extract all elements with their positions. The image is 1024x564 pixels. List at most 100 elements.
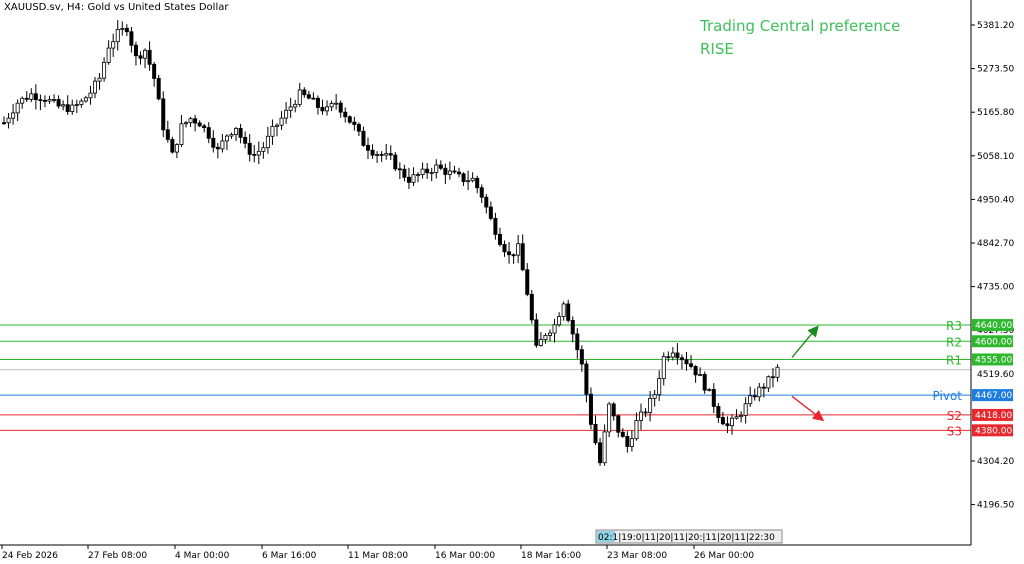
candle-body [743,403,748,416]
level-tag-bg-s3 [972,424,1013,437]
candle-body [361,130,366,146]
candle-body [502,244,507,253]
time-tick-label: 16 Mar 00:00 [435,551,495,561]
candle-body [256,150,261,156]
candle-body [111,41,116,49]
candle-body [766,376,771,389]
candle-body [730,417,735,427]
candle-body [534,319,539,346]
time-tick-label: 4 Mar 00:00 [175,551,230,561]
candle-body [707,389,712,391]
candle-body [79,100,84,105]
candle-body [356,124,361,132]
candle-body [20,97,25,104]
candle-body [88,92,93,99]
candle-body [657,378,662,396]
time-tick-label: 6 Mar 16:00 [262,551,317,561]
candle-body [252,153,257,156]
candle-body [202,125,207,129]
candle-body [406,176,411,183]
crosshair-time-highlight [597,531,615,542]
candle-body [402,168,407,178]
candle-body [165,129,170,140]
level-name-pivot: Pivot [933,389,963,403]
candle-body [725,423,730,427]
time-tick-label: 24 Feb 2026 [2,551,58,561]
candle-body [206,127,211,139]
candle-body [420,168,425,175]
candle-body [511,254,516,257]
candle-body [775,366,780,378]
candle-body [311,97,316,100]
level-name-r3: R3 [946,319,962,333]
candle-body [397,168,402,171]
candle-body [538,339,543,346]
candle-body [570,320,575,335]
candle-body [224,135,229,142]
candle-body [347,116,352,123]
candle-body [338,102,343,113]
candle-body [752,395,757,398]
candle-body [193,118,198,124]
level-name-r2: R2 [946,335,962,349]
candle-body [652,394,657,399]
candle-body [97,77,102,82]
candle-body [598,442,603,464]
level-name-s3: S3 [947,424,962,438]
rise-arrow [791,325,819,358]
candle-body [306,94,311,99]
candle-body [593,423,598,444]
candle-body [566,303,571,321]
candle-body [170,139,175,153]
candle-body [470,177,475,182]
candle-body [243,136,248,144]
candle-body [220,140,225,150]
candle-body [197,122,202,127]
level-name-s2: S2 [947,409,962,423]
candle-body [284,109,289,119]
candle-body [475,177,480,189]
candle-body [147,49,152,65]
candle-body [525,269,530,295]
price-tick-label-faded: 4627.30 [977,326,1014,336]
level-tag-bg-r1 [972,353,1013,366]
candle-body [47,99,52,102]
price-tick-label: 4950.40 [977,195,1014,205]
symbol-title: XAUUSD.sv, H4: Gold vs United States Dol… [4,2,229,13]
direction-arrows-layer [791,325,825,422]
candle-body [11,112,16,119]
candle-body [616,415,621,433]
candle-body [302,89,307,96]
candle-body [215,146,220,150]
candle-body [447,170,452,175]
candle-body [634,420,639,440]
candle-body [643,411,648,414]
candle-body [770,376,775,379]
candle-body [607,403,612,433]
candle-body [579,349,584,365]
time-tick-label: 18 Mar 16:00 [521,551,581,561]
candle-body [74,104,79,106]
candle-body [174,144,179,153]
candle-body [629,438,634,447]
candle-body [274,124,279,127]
candle-body [411,174,416,183]
candle-body [684,359,689,365]
candle-body [293,103,298,108]
candle-body [648,397,653,413]
preference-value: RISE [700,40,734,58]
candle-body [661,356,666,380]
level-tag-bg-s2 [972,408,1013,421]
preference-title: Trading Central preference [700,17,901,35]
candle-body [748,395,753,405]
candle-body [561,303,566,317]
candle-body [93,80,98,94]
candle-body [279,117,284,126]
candle-body [52,99,57,101]
level-tag-bg-r2 [972,335,1013,348]
candle-body [720,417,725,425]
candle-body [693,366,698,376]
candle-body [211,137,216,148]
level-tag-r2: 4600.00 [975,337,1012,347]
